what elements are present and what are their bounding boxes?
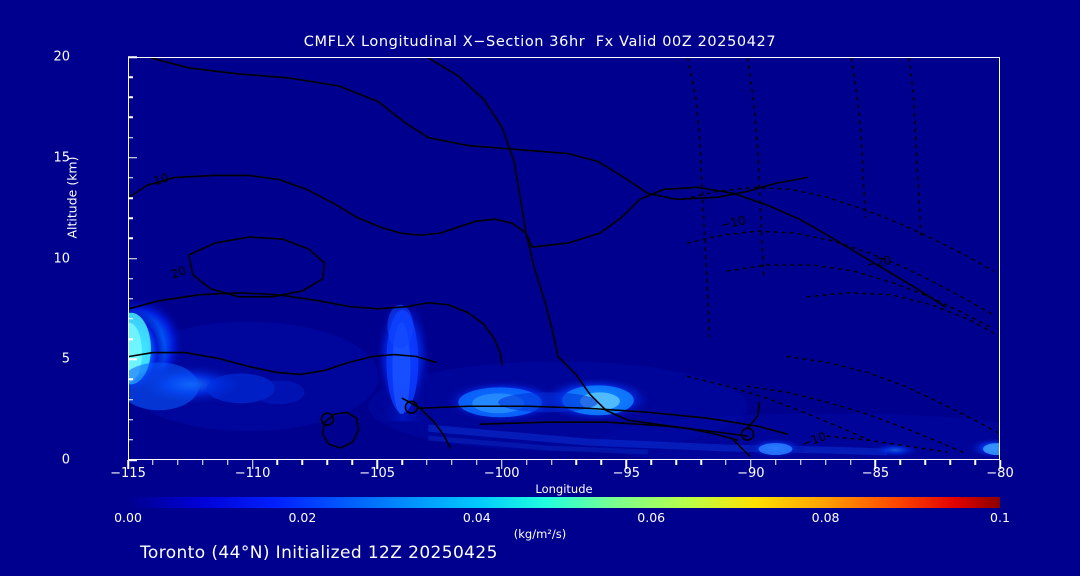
x-tick-mark	[451, 460, 453, 465]
x-tick-mark	[376, 460, 378, 469]
y-tick-mark	[128, 318, 133, 320]
y-tick-mark	[128, 277, 133, 280]
y-tick-mark	[128, 136, 133, 139]
x-tick-mark	[575, 460, 578, 465]
x-tick-mark	[949, 460, 951, 465]
x-tick-mark	[874, 460, 877, 469]
x-tick-mark	[251, 460, 254, 469]
y-tick-mark	[128, 56, 137, 58]
y-tick-label: 5	[61, 351, 70, 367]
x-tick-mark	[276, 460, 279, 465]
y-tick-mark	[128, 237, 133, 240]
x-tick-mark	[849, 460, 852, 465]
x-tick-mark	[675, 460, 677, 465]
x-tick-mark	[625, 460, 628, 469]
y-tick-mark	[128, 257, 137, 260]
x-tick-mark	[700, 460, 702, 465]
plot-canvas: 10 20 −10 −20 −10	[129, 58, 999, 459]
y-tick-label: 0	[61, 452, 70, 468]
colorbar-tick-label: 0.08	[811, 510, 840, 525]
colorbar-tick-label: 0.1	[990, 510, 1010, 525]
x-tick-label: −85	[861, 466, 890, 481]
contour-label-20: 20	[169, 263, 188, 281]
x-tick-mark	[799, 460, 802, 465]
x-tick-mark	[127, 460, 129, 469]
y-tick-label: 10	[53, 251, 70, 266]
x-tick-label: −100	[483, 466, 520, 481]
colorbar-tick-label: 0.02	[288, 510, 317, 525]
x-tick-mark	[999, 460, 1001, 469]
x-tick-label: −90	[737, 466, 765, 481]
contour-label-10: 10	[152, 171, 170, 189]
y-tick-label: 15	[53, 150, 70, 166]
colorbar-gradient	[128, 497, 1000, 508]
x-tick-mark	[500, 460, 503, 469]
x-tick-mark	[177, 460, 179, 465]
x-tick-label: −105	[359, 466, 395, 481]
y-tick-mark	[128, 197, 133, 199]
y-tick-mark	[128, 418, 133, 421]
y-tick-mark	[128, 217, 133, 219]
x-tick-mark	[401, 460, 403, 465]
colorbar-tick-label: 0.00	[114, 510, 142, 525]
x-tick-mark	[974, 460, 976, 465]
x-tick-mark	[600, 460, 603, 465]
y-tick-mark	[128, 157, 137, 159]
y-tick-mark	[128, 459, 137, 461]
x-tick-mark	[650, 460, 652, 465]
x-tick-mark	[201, 460, 204, 465]
figure-caption: Toronto (44°N) Initialized 12Z 20250425	[140, 543, 498, 563]
x-tick-mark	[476, 460, 478, 465]
x-tick-label: −110	[234, 466, 271, 481]
y-tick-mark	[128, 358, 137, 360]
x-tick-mark	[326, 460, 329, 465]
chart-title: CMFLX Longitudinal X−Section 36hr Fx Val…	[303, 34, 777, 50]
x-tick-mark	[924, 460, 926, 465]
x-tick-mark	[824, 460, 827, 465]
x-tick-mark	[152, 460, 154, 465]
colorbar-tick-label: 0.06	[637, 510, 666, 525]
y-tick-mark	[128, 76, 133, 78]
y-tick-mark	[128, 116, 133, 119]
cross-section-field: 10 20 −10 −20 −10	[129, 58, 999, 459]
colorbar-units: (kg/m²/s)	[513, 527, 567, 541]
x-tick-mark	[725, 460, 727, 465]
plot-area: 10 20 −10 −20 −10	[128, 57, 1000, 460]
x-tick-label: −115	[110, 466, 146, 481]
x-tick-mark	[899, 460, 902, 465]
y-tick-mark	[128, 378, 133, 381]
colorbar	[128, 497, 1000, 508]
x-tick-mark	[525, 460, 528, 465]
contour-label-neg20: −20	[865, 253, 893, 272]
y-tick-mark	[128, 96, 133, 99]
x-tick-label: −95	[612, 466, 640, 481]
y-tick-mark	[128, 177, 133, 179]
x-tick-label: −80	[986, 466, 1014, 481]
x-axis-label: Longitude	[535, 482, 593, 496]
contour-label-neg10: −10	[719, 213, 747, 232]
x-tick-mark	[775, 460, 777, 465]
x-tick-mark	[550, 460, 553, 465]
x-tick-mark	[426, 460, 428, 465]
x-tick-mark	[226, 460, 229, 465]
colorbar-tick-label: 0.04	[462, 510, 491, 525]
x-tick-mark	[351, 460, 353, 465]
y-tick-mark	[128, 398, 133, 401]
y-tick-label: 20	[53, 49, 70, 65]
x-tick-mark	[750, 460, 752, 469]
y-tick-mark	[128, 298, 133, 300]
y-tick-mark	[128, 439, 133, 441]
y-tick-mark	[128, 338, 133, 340]
x-tick-mark	[301, 460, 304, 465]
